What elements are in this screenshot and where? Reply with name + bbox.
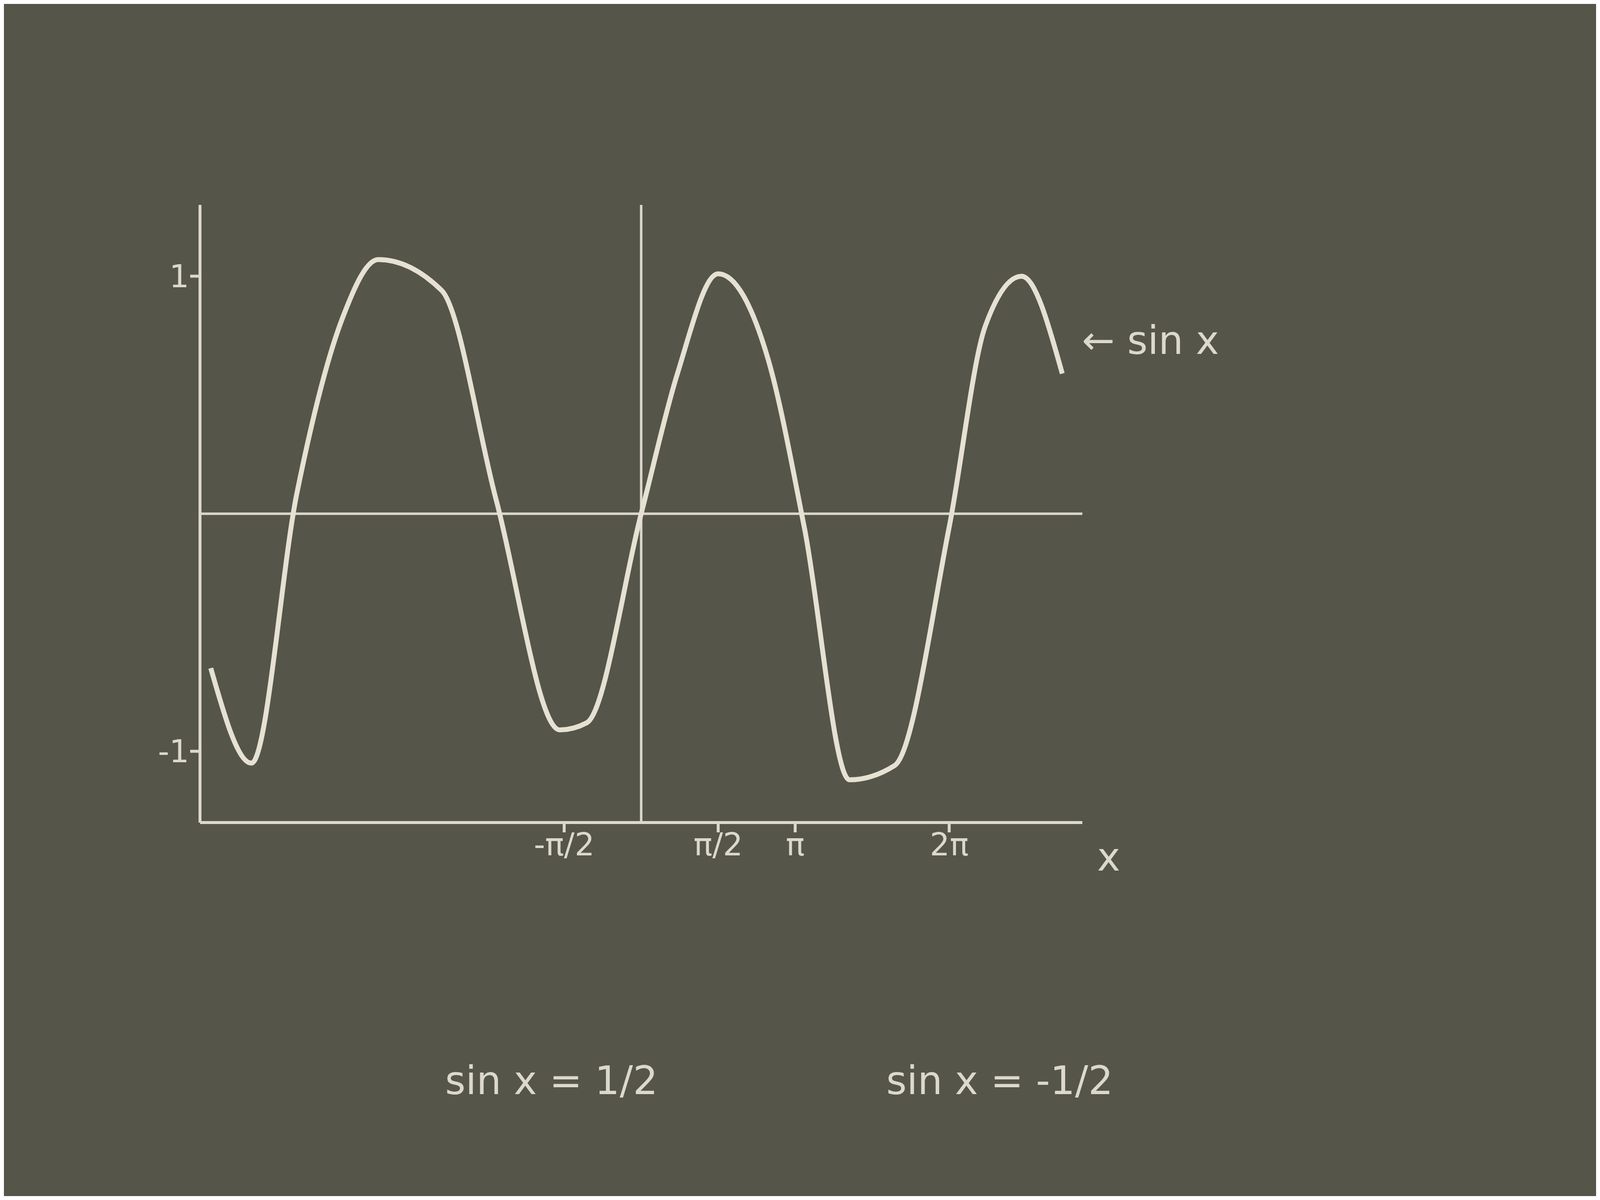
svg-text:1: 1 xyxy=(169,258,190,295)
svg-text:π/2: π/2 xyxy=(693,826,744,863)
svg-text:π: π xyxy=(785,826,805,863)
svg-text:x: x xyxy=(1097,834,1121,880)
svg-text:-1: -1 xyxy=(157,733,190,770)
svg-text:2π: 2π xyxy=(929,826,969,863)
svg-text:-π/2: -π/2 xyxy=(533,826,595,863)
svg-text:← sin x: ← sin x xyxy=(1081,317,1220,364)
html-text:sin x = 1/2: sin x = 1/2 xyxy=(445,1057,658,1104)
html-text:sin x = -1/2: sin x = -1/2 xyxy=(886,1057,1114,1104)
